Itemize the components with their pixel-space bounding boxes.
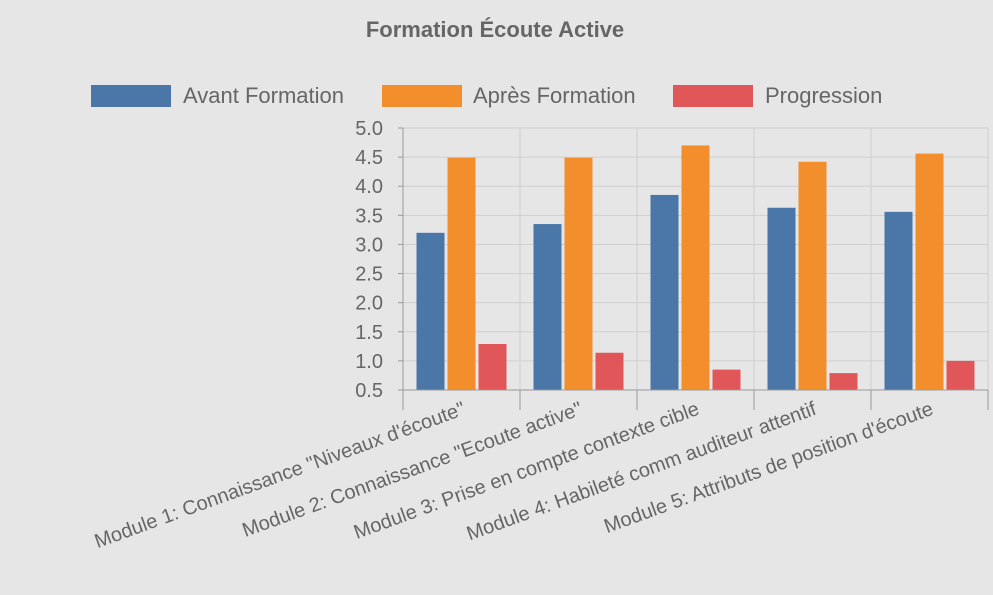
legend-label-1: Avant Formation xyxy=(183,83,344,108)
y-tick-label-6: 3.0 xyxy=(355,234,383,256)
legend-label-3: Progression xyxy=(765,83,882,108)
bar-series2-module1 xyxy=(447,157,476,390)
bar-series1-module3 xyxy=(650,194,679,390)
y-tick-label-3: 1.5 xyxy=(355,322,383,344)
y-tick-label-1: 0.5 xyxy=(355,380,383,402)
y-tick-label-5: 2.5 xyxy=(355,264,383,286)
bar-series2-module5 xyxy=(915,153,944,390)
bar-series2-module3 xyxy=(681,145,710,390)
legend-label-2: Après Formation xyxy=(473,83,636,108)
bar-series1-module2 xyxy=(533,224,562,390)
x-axis: Module 1: Connaissance "Niveaux d'écoute… xyxy=(92,389,989,553)
y-tick-label-9: 4.5 xyxy=(355,147,383,169)
legend: Avant Formation Après Formation Progressio… xyxy=(91,83,882,108)
y-axis: 0.5 1.0 1.5 2.0 2.5 3.0 3.5 4.0 4.5 5.0 xyxy=(355,118,404,402)
chart-title: Formation Écoute Active xyxy=(366,17,624,42)
bar-series3-module5 xyxy=(946,360,975,390)
bars xyxy=(416,145,975,390)
y-tick-label-8: 4.0 xyxy=(355,176,383,198)
bar-series1-module1 xyxy=(416,232,445,390)
legend-swatch-3 xyxy=(673,85,753,107)
y-tick-label-4: 2.0 xyxy=(355,293,383,315)
y-tick-label-10: 5.0 xyxy=(355,118,383,140)
bar-series3-module3 xyxy=(712,369,741,390)
y-tick-label-2: 1.0 xyxy=(355,351,383,373)
bar-series2-module4 xyxy=(798,161,827,390)
y-tick-label-7: 3.5 xyxy=(355,205,383,227)
bar-series3-module4 xyxy=(829,373,858,390)
bar-series3-module1 xyxy=(478,344,507,390)
bar-series1-module4 xyxy=(767,207,796,390)
legend-swatch-2 xyxy=(382,85,462,107)
bar-series3-module2 xyxy=(595,352,624,390)
legend-swatch-1 xyxy=(91,85,171,107)
bar-series2-module2 xyxy=(564,157,593,390)
bar-series1-module5 xyxy=(884,211,913,390)
